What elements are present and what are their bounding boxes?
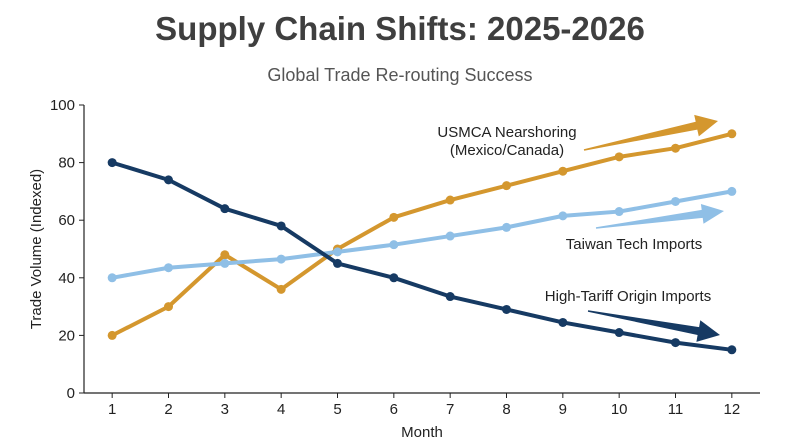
data-point bbox=[727, 186, 737, 196]
x-tick-label: 6 bbox=[390, 401, 398, 418]
x-tick-label: 12 bbox=[723, 401, 740, 418]
data-point bbox=[389, 273, 399, 283]
x-tick-label: 7 bbox=[446, 401, 454, 418]
data-point bbox=[220, 250, 230, 260]
x-tick-label: 11 bbox=[668, 401, 684, 418]
chart-title: Supply Chain Shifts: 2025-2026 bbox=[155, 10, 645, 47]
data-point bbox=[220, 204, 230, 214]
data-point bbox=[333, 258, 342, 268]
data-point bbox=[671, 338, 680, 348]
taiwan-trend-arrow bbox=[595, 204, 724, 229]
data-point bbox=[727, 345, 737, 355]
data-point bbox=[276, 284, 286, 294]
data-point bbox=[614, 207, 624, 217]
data-point bbox=[671, 196, 680, 206]
y-tick-label: 0 bbox=[67, 385, 75, 402]
series-line bbox=[110, 131, 734, 338]
data-point bbox=[502, 181, 511, 191]
data-point bbox=[445, 292, 455, 302]
data-point bbox=[389, 212, 399, 222]
x-tick-label: 2 bbox=[164, 401, 172, 418]
annotation-label-1: USMCA Nearshoring bbox=[437, 124, 576, 141]
data-point bbox=[558, 317, 568, 327]
data-point bbox=[164, 302, 173, 312]
series-line bbox=[110, 160, 734, 352]
x-tick-label: 4 bbox=[277, 401, 285, 418]
series-line bbox=[110, 189, 734, 280]
y-tick-label: 80 bbox=[58, 155, 75, 172]
x-axis-title: Month bbox=[401, 424, 443, 441]
data-point bbox=[671, 143, 680, 153]
data-point bbox=[502, 222, 511, 232]
data-point bbox=[445, 195, 455, 205]
y-axis-title: Trade Volume (Indexed) bbox=[28, 169, 45, 329]
data-point bbox=[445, 231, 455, 241]
data-point bbox=[558, 166, 568, 176]
data-point bbox=[614, 328, 624, 338]
data-point bbox=[107, 158, 117, 168]
y-tick-label: 20 bbox=[58, 327, 75, 344]
data-point bbox=[276, 221, 286, 231]
y-tick-label: 60 bbox=[58, 212, 75, 229]
x-tick-label: 5 bbox=[333, 401, 341, 418]
annotation-label-3: High-Tariff Origin Imports bbox=[545, 288, 711, 305]
data-point bbox=[614, 152, 624, 162]
y-tick-label: 100 bbox=[50, 97, 75, 114]
chart-subtitle: Global Trade Re-routing Success bbox=[267, 65, 533, 85]
x-tick-label: 1 bbox=[108, 401, 116, 418]
data-point bbox=[107, 330, 117, 340]
data-point bbox=[727, 129, 737, 139]
data-point bbox=[502, 304, 511, 314]
high-tariff-trend-arrow bbox=[587, 310, 720, 342]
data-point bbox=[333, 247, 342, 257]
annotation-label-2: Taiwan Tech Imports bbox=[566, 236, 702, 253]
annotation-label-1: (Mexico/Canada) bbox=[450, 142, 564, 159]
x-tick-label: 3 bbox=[221, 401, 229, 418]
x-tick-label: 10 bbox=[611, 401, 628, 418]
usmca-trend-arrow bbox=[583, 114, 718, 151]
data-point bbox=[164, 263, 173, 273]
x-tick-label: 9 bbox=[559, 401, 567, 418]
data-point bbox=[276, 254, 286, 264]
data-point bbox=[164, 175, 173, 185]
x-tick-label: 8 bbox=[502, 401, 510, 418]
data-point bbox=[107, 273, 117, 283]
data-point bbox=[220, 258, 230, 268]
y-tick-label: 40 bbox=[58, 270, 75, 287]
data-point bbox=[558, 211, 568, 221]
data-point bbox=[389, 240, 399, 250]
